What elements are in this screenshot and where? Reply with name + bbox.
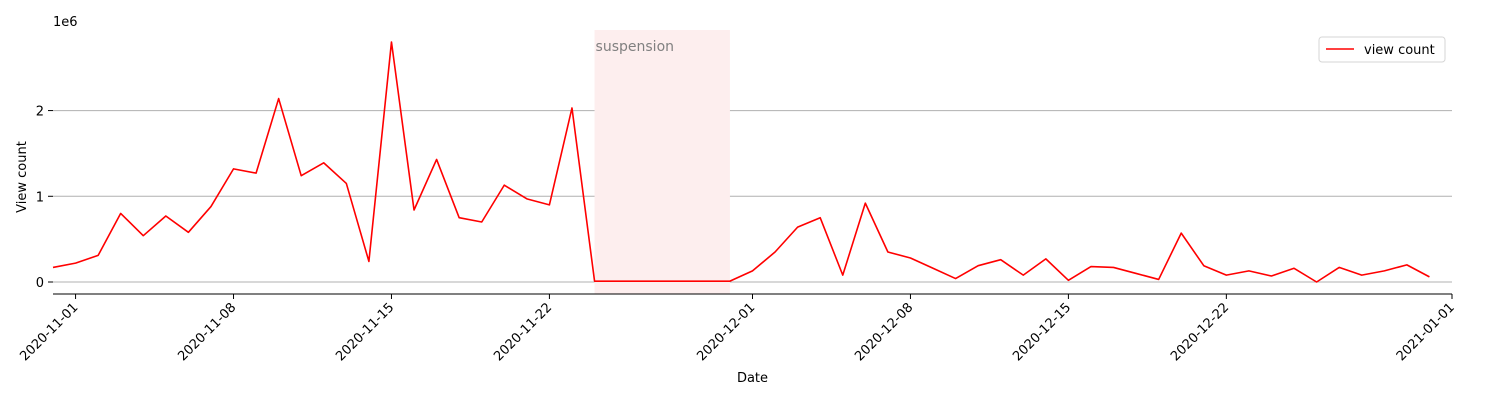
x-tick-label: 2020-12-01 [694, 300, 758, 364]
x-tick-label: 2020-11-22 [491, 300, 555, 364]
suspension-band [594, 30, 730, 294]
x-tick-label: 2020-11-08 [175, 300, 239, 364]
x-tick-label: 2020-12-22 [1168, 300, 1232, 364]
y-tick-label: 0 [36, 276, 44, 291]
series-line-0 [52, 41, 1430, 283]
legend-label: view count [1364, 43, 1435, 58]
x-tick-label: 2020-11-15 [333, 300, 397, 364]
x-tick-label: 2021-01-01 [1394, 300, 1458, 364]
x-tick-label: 2020-12-08 [852, 300, 916, 364]
series-layer [52, 41, 1430, 283]
x-ticks: 2020-11-01 2020-11-08 2020-11-15 2020-11-22… [17, 294, 1458, 364]
y-scale-label: 1e6 [53, 15, 78, 30]
legend-box [1318, 36, 1446, 63]
x-tick-label: 2020-12-15 [1010, 300, 1074, 364]
x-axis-label: Date [737, 371, 768, 386]
y-tick-label: 1 [36, 190, 44, 205]
y-tick-label: 2 [36, 105, 44, 120]
grid-lines [53, 110, 1452, 283]
x-tick-label: 2020-11-01 [17, 300, 81, 364]
y-axis-label: View count [15, 141, 30, 213]
y-ticks: 0 1 2 [36, 105, 53, 291]
legend: view count [1318, 36, 1446, 63]
suspension-label: suspension [596, 39, 674, 55]
